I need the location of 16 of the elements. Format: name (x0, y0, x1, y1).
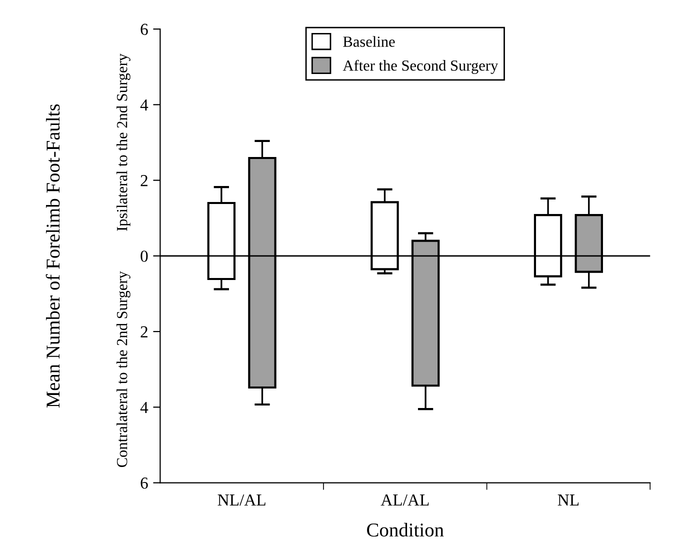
y-tick-label: 2 (140, 175, 148, 186)
x-tick-label: NL/AL (218, 494, 266, 506)
x-tick-label: NL (558, 494, 579, 506)
text: Ipsilateral to the 2nd Surgery (116, 54, 130, 231)
legend-label: After the Second Surgery (342, 60, 498, 74)
x-tick-label: AL/AL (380, 494, 429, 506)
legend-label: Baseline (343, 36, 395, 47)
y-tick-label: 6 (140, 24, 148, 35)
y-tick-label: 2 (140, 326, 148, 338)
y-tick-label: 4 (140, 99, 148, 110)
y-tick-label: 4 (140, 402, 148, 413)
y-axis-title: Mean Number of Forelimb Foot-Faults (46, 104, 60, 408)
y-tick-label: 0 (140, 250, 148, 262)
x-axis-title: Condition (367, 522, 444, 537)
y-tick-label: 6 (140, 478, 148, 489)
text: Contralateral to the 2nd Surgery (116, 271, 130, 468)
